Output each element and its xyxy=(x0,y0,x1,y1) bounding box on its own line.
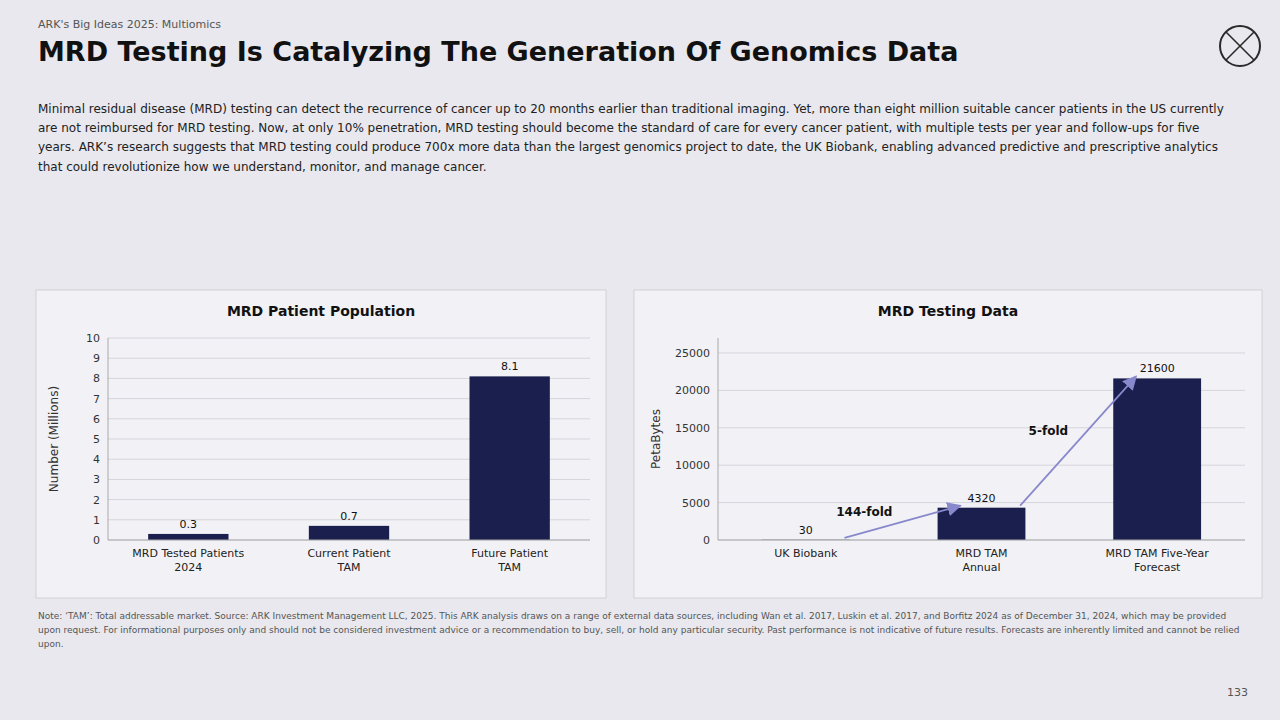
annotation-arrow xyxy=(1020,376,1136,505)
page-number: 133 xyxy=(1227,686,1248,699)
y-tick-label: 7 xyxy=(93,393,100,406)
grid-line xyxy=(108,540,590,541)
grid-line xyxy=(718,352,1245,353)
x-tick-label: MRD TAM Five-YearForecast xyxy=(1106,547,1210,574)
y-axis-line xyxy=(108,338,109,540)
logo xyxy=(1220,26,1260,66)
y-tick-label: 2 xyxy=(93,494,100,507)
bars xyxy=(148,376,550,540)
y-tick-label: 8 xyxy=(93,372,100,385)
x-tick-label-line: MRD TAM Five-Year xyxy=(1106,547,1210,560)
page-title: MRD Testing Is Catalyzing The Generation… xyxy=(38,36,1188,67)
subtitle: Minimal residual disease (MRD) testing c… xyxy=(38,100,1238,177)
chart-panel xyxy=(634,290,1262,598)
y-ticks: 0 5000 10000 15000 20000 25000 xyxy=(675,347,1245,547)
chart-title: MRD Patient Population xyxy=(227,303,415,319)
y-tick-label: 10000 xyxy=(675,459,710,472)
y-tick-label: 10 xyxy=(86,332,100,345)
y-tick-label: 3 xyxy=(93,473,100,486)
y-tick-label: 0 xyxy=(93,534,100,547)
y-tick-label: 0 xyxy=(703,534,710,547)
grid-line xyxy=(718,540,1245,541)
x-tick-label: MRD Tested Patients2024 xyxy=(132,547,244,574)
bar xyxy=(470,376,550,540)
data-label: 30 xyxy=(799,524,813,537)
x-tick-label: Current PatientTAM xyxy=(307,547,391,574)
grid-line xyxy=(108,358,590,359)
x-tick-label-line: Forecast xyxy=(1134,561,1181,574)
x-tick-label: Future PatientTAM xyxy=(471,547,549,574)
data-label: 0.3 xyxy=(180,518,198,531)
y-tick-label: 1 xyxy=(93,514,100,527)
y-ticks: 0 1 2 3 4 5 6 7 8 9 10 xyxy=(86,332,590,547)
data-label: 0.7 xyxy=(340,510,358,523)
y-tick-label: 5000 xyxy=(682,497,710,510)
chart: MRD Patient Population Number (Millions) 0… xyxy=(36,290,606,598)
bars xyxy=(762,378,1201,540)
y-tick-label: 5 xyxy=(93,433,100,446)
y-axis-label: Number (Millions) xyxy=(47,386,61,492)
logo-circle xyxy=(1220,26,1260,66)
y-axis-label: PetaBytes xyxy=(649,409,663,469)
bar xyxy=(309,526,389,540)
grid-line xyxy=(108,338,590,339)
x-tick-label-line: MRD TAM xyxy=(956,547,1008,560)
x-tick-label-line: Annual xyxy=(962,561,1000,574)
data-label: 8.1 xyxy=(501,360,519,373)
bar xyxy=(938,508,1026,540)
chart: MRD Testing Data PetaBytes 0 5000 10000 15000… xyxy=(634,290,1262,598)
x-axis-line xyxy=(108,540,590,541)
y-tick-label: 20000 xyxy=(675,384,710,397)
x-tick-label-line: TAM xyxy=(337,561,361,574)
y-tick-label: 4 xyxy=(93,453,100,466)
x-tick-label-line: UK Biobank xyxy=(774,547,838,560)
x-tick-label-line: Future Patient xyxy=(471,547,549,560)
x-tick-label: MRD TAMAnnual xyxy=(956,547,1008,574)
chart-panel xyxy=(36,290,606,598)
x-tick-label-line: MRD Tested Patients xyxy=(132,547,244,560)
y-tick-label: 9 xyxy=(93,352,100,365)
y-tick-label: 6 xyxy=(93,413,100,426)
x-axis-line xyxy=(718,540,1245,541)
x-tick-label-line: 2024 xyxy=(174,561,202,574)
logo-line xyxy=(1226,32,1254,60)
header-tag: ARK's Big Ideas 2025: Multiomics xyxy=(38,18,221,31)
y-tick-label: 15000 xyxy=(675,422,710,435)
y-axis-line xyxy=(718,338,719,540)
annotation: 144-fold xyxy=(836,505,892,519)
chart-title: MRD Testing Data xyxy=(878,303,1018,319)
x-tick-label-line: TAM xyxy=(497,561,521,574)
data-label: 4320 xyxy=(968,492,996,505)
footer: Note: ‘TAM’: Total addressable market. S… xyxy=(38,610,1248,652)
logo-line xyxy=(1226,32,1254,60)
data-label: 21600 xyxy=(1140,362,1175,375)
x-tick-label-line: Current Patient xyxy=(307,547,391,560)
bar xyxy=(148,534,228,540)
bar xyxy=(1113,378,1201,540)
annotation: 5-fold xyxy=(1029,424,1069,438)
x-tick-label: UK Biobank xyxy=(774,547,838,560)
y-tick-label: 25000 xyxy=(675,347,710,360)
